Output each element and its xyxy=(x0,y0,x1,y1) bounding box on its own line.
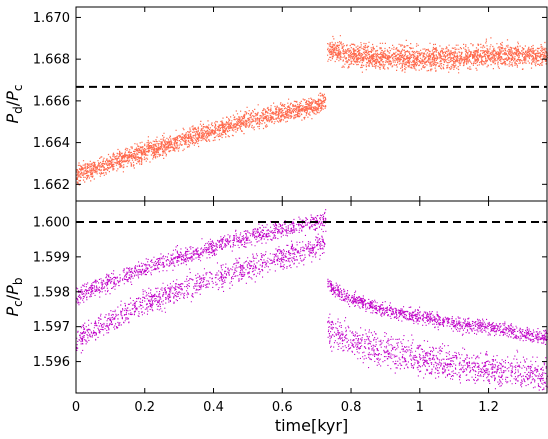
scatter-points-bottom xyxy=(76,209,548,391)
top-ticks: 1.662 1.664 1.666 1.668 1.670 xyxy=(33,7,547,201)
x-tick-label: 1 xyxy=(416,400,424,415)
x-tick-label: 0.8 xyxy=(341,400,362,415)
bottom-ylabel-den: P xyxy=(3,285,22,295)
bottom-scatter-points xyxy=(76,209,548,391)
top-ylabel-slash: / xyxy=(3,100,22,106)
x-axis-label: time[kyr] xyxy=(275,416,348,435)
y-tick-label: 1.670 xyxy=(33,11,70,26)
y-tick-label: 1.598 xyxy=(33,285,70,300)
bottom-ticks: 1.596 1.597 1.598 1.599 1.600 0 0.2 0.4 0.6 0.8 1 1… xyxy=(33,201,547,415)
top-ylabel-den: P xyxy=(3,91,22,101)
top-ylabel-den-sub: c xyxy=(11,85,25,92)
y-tick-label: 1.596 xyxy=(33,355,70,370)
x-tick-label: 0.2 xyxy=(134,400,155,415)
top-ylabel-num: P xyxy=(3,113,22,123)
bottom-ylabel-slash: / xyxy=(3,294,22,300)
scatter-points-top xyxy=(76,35,548,186)
x-tick-label: 0 xyxy=(72,400,80,415)
bottom-y-axis-label: Pc/Pb xyxy=(3,278,25,317)
top-scatter-points xyxy=(76,35,548,186)
y-tick-label: 1.668 xyxy=(33,53,70,68)
x-tick-label: 1.2 xyxy=(478,400,499,415)
bottom-ylabel-num-sub: c xyxy=(11,300,25,307)
y-tick-label: 1.600 xyxy=(33,215,70,230)
y-tick-label: 1.599 xyxy=(33,250,70,265)
bottom-ylabel-num: P xyxy=(3,306,22,316)
top-ylabel-num-sub: d xyxy=(11,106,25,114)
y-tick-label: 1.666 xyxy=(33,94,70,109)
y-tick-label: 1.662 xyxy=(33,178,70,193)
top-y-axis-label: Pd/Pc xyxy=(3,85,25,124)
x-tick-label: 0.6 xyxy=(272,400,293,415)
y-tick-label: 1.664 xyxy=(33,136,70,151)
x-tick-label: 0.4 xyxy=(203,400,224,415)
bottom-panel: 1.596 1.597 1.598 1.599 1.600 0 0.2 0.4 0.6 0.8 1 1… xyxy=(3,200,548,435)
bottom-plot-frame xyxy=(75,200,548,394)
top-plot-frame xyxy=(75,6,548,202)
y-tick-label: 1.597 xyxy=(33,320,70,335)
bottom-ylabel-den-sub: b xyxy=(11,278,25,286)
